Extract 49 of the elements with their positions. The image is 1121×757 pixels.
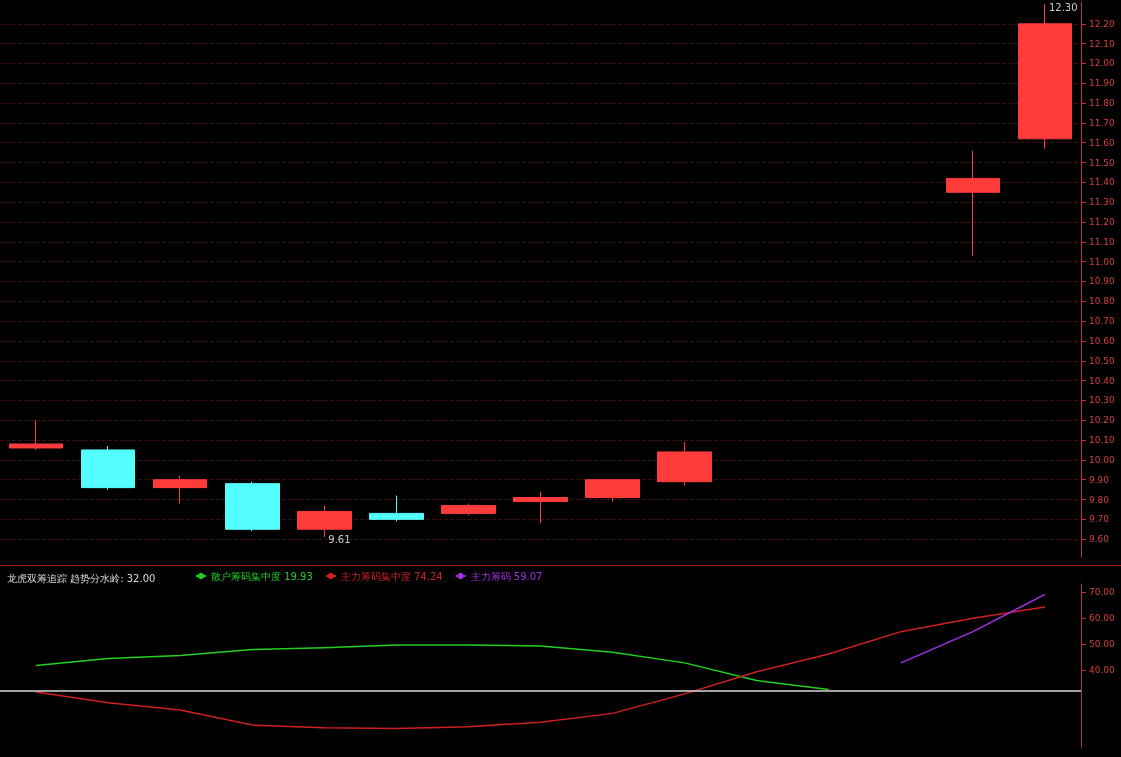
candlestick <box>657 441 712 487</box>
line-series <box>35 606 1046 730</box>
y-tick-label: 11.30 <box>1089 197 1116 208</box>
candlestick <box>81 445 135 491</box>
y-tick-label: 70.00 <box>1089 586 1116 597</box>
y-tick-label: 10.60 <box>1089 335 1116 346</box>
y-tick-label: 11.90 <box>1089 78 1116 89</box>
y-tick-label: 11.20 <box>1089 217 1116 228</box>
y-tick-label: 10.10 <box>1089 435 1116 446</box>
y-tick-label: 11.10 <box>1089 236 1116 247</box>
y-tick-label: 12.10 <box>1089 38 1116 49</box>
chart-title: 龙虎双筹追踪 趋势分水岭: 32.00 <box>7 572 156 584</box>
line-series <box>35 644 830 691</box>
y-tick-label: 11.50 <box>1089 157 1116 168</box>
y-tick-label: 10.70 <box>1089 316 1116 327</box>
annotation: 9.61 <box>328 533 351 545</box>
y-tick-label: 10.90 <box>1089 276 1116 287</box>
y-tick-label: 11.60 <box>1089 137 1116 148</box>
annotation: 12.30 <box>1048 2 1078 14</box>
candlestick <box>441 502 496 516</box>
y-tick-label: 9.90 <box>1089 474 1110 485</box>
y-tick-label: 9.80 <box>1089 494 1110 505</box>
y-tick-label: 11.80 <box>1089 98 1116 109</box>
y-tick-label: 50.00 <box>1089 638 1116 649</box>
candlestick <box>153 475 207 504</box>
y-tick-label: 12.00 <box>1089 58 1116 69</box>
y-tick-label: 11.40 <box>1089 177 1116 188</box>
candlestick <box>585 479 640 502</box>
y-tick-label: 11.00 <box>1089 256 1116 267</box>
y-tick-label: 10.50 <box>1089 355 1116 366</box>
legend-label: 散户筹码集中度 19.93 <box>211 570 313 582</box>
y-tick-label: 10.20 <box>1089 415 1116 426</box>
y-tick-label: 9.60 <box>1089 534 1110 545</box>
candlestick <box>946 150 1000 257</box>
y-tick-label: 9.70 <box>1089 514 1110 525</box>
candlestick <box>225 481 280 532</box>
y-tick-label: 10.40 <box>1089 375 1116 386</box>
legend-label: 主力筹码集中度 74.24 <box>340 570 443 582</box>
candlestick <box>513 491 568 524</box>
y-tick-label: 10.80 <box>1089 296 1116 307</box>
y-tick-label: 10.00 <box>1089 454 1116 465</box>
legend-label: 主力筹码 59.07 <box>470 570 543 582</box>
y-tick-label: 11.70 <box>1089 117 1116 128</box>
y-tick-label: 40.00 <box>1089 664 1116 675</box>
candlestick <box>9 419 63 451</box>
y-tick-label: 60.00 <box>1089 612 1116 623</box>
y-tick-label: 12.20 <box>1089 18 1116 29</box>
y-tick-label: 10.30 <box>1089 395 1116 406</box>
candlestick <box>369 495 424 522</box>
